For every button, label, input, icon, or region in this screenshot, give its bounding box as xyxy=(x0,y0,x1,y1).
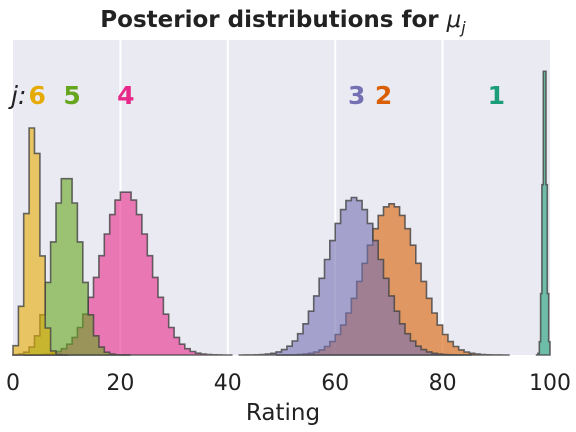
x-tick-labels: 0 20 40 60 80 100 xyxy=(6,371,571,396)
series-label-4: 4 xyxy=(117,81,134,110)
x-tick-label-0: 0 xyxy=(6,371,20,396)
series-label-3: 3 xyxy=(348,81,365,110)
j-prefix-label: j: xyxy=(8,81,26,110)
x-axis-label: Rating xyxy=(246,400,320,426)
chart-title: Posterior distributions for μj xyxy=(100,7,466,37)
x-tick-label-100: 100 xyxy=(529,371,571,396)
x-tick-label-40: 40 xyxy=(214,371,242,396)
x-tick-label-80: 80 xyxy=(429,371,457,396)
series-label-5: 5 xyxy=(63,81,80,110)
series-label-6: 6 xyxy=(28,81,45,110)
histogram-series-6 xyxy=(12,127,69,356)
histogram-series-3 xyxy=(238,196,473,356)
series-label-1: 1 xyxy=(488,81,505,110)
chart-title-text: Posterior distributions for xyxy=(100,7,446,33)
histogram-series-1 xyxy=(535,70,551,356)
chart-title-symbol: μ xyxy=(446,7,462,33)
series-label-2: 2 xyxy=(375,81,392,110)
histograms xyxy=(12,70,551,356)
x-tick-label-60: 60 xyxy=(321,371,349,396)
series-labels: 1 23 4 56 xyxy=(28,81,505,110)
x-tick-label-20: 20 xyxy=(106,371,134,396)
chart-title-subscript: j xyxy=(459,18,466,37)
